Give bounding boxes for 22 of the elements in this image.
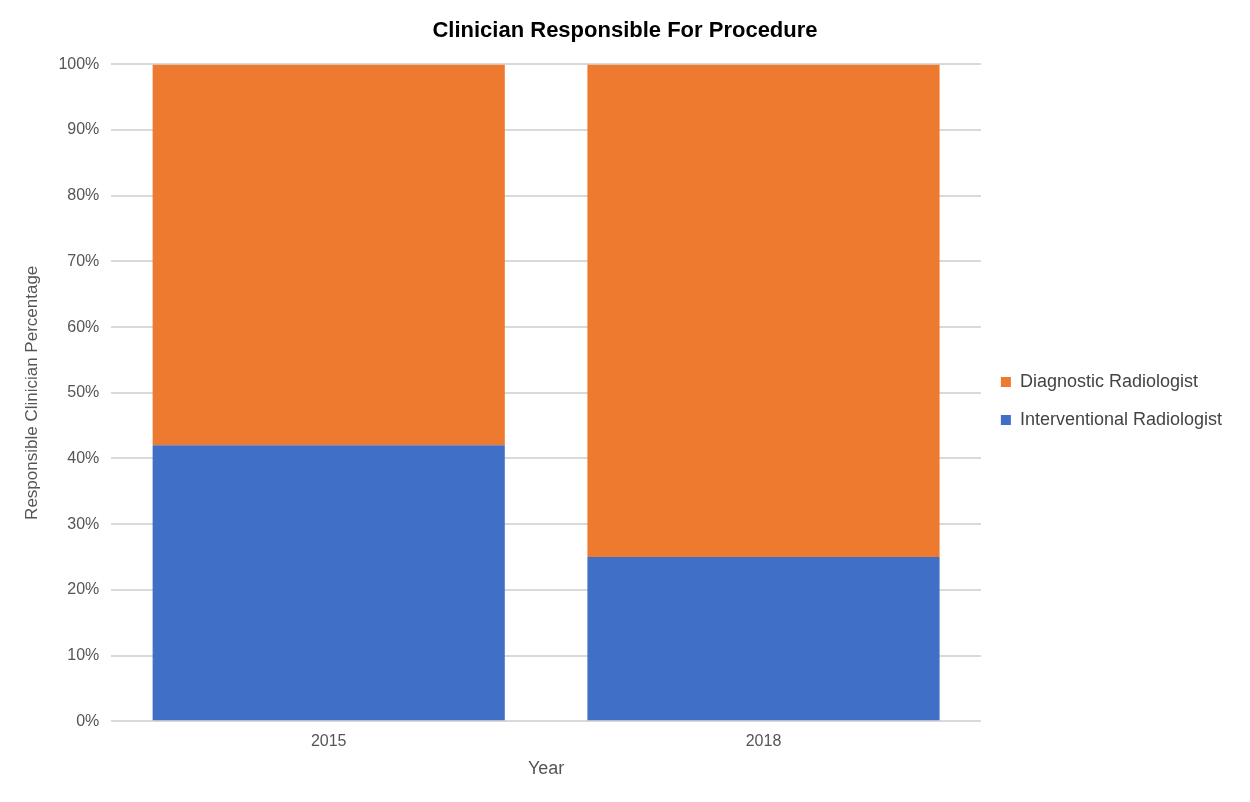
x-axis-title: Year <box>527 758 565 779</box>
y-tick-label: 50% <box>67 383 100 401</box>
y-tick-label: 20% <box>67 580 100 598</box>
y-axis-title: Responsible Clinician Percentage <box>21 265 41 520</box>
y-tick-label: 100% <box>58 54 100 72</box>
x-tick-label: 2018 <box>745 732 782 750</box>
bar <box>152 445 505 721</box>
y-tick-label: 60% <box>67 317 100 335</box>
bar <box>587 557 940 721</box>
y-tick-label: 70% <box>67 251 100 269</box>
y-tick-label: 10% <box>67 645 100 663</box>
y-tick-label: 40% <box>67 448 100 466</box>
y-tick-label: 90% <box>67 120 100 138</box>
legend-label: Diagnostic Radiologist <box>1019 370 1198 391</box>
y-tick-label: 80% <box>67 186 100 204</box>
x-tick-label: 2015 <box>310 732 347 750</box>
bar <box>587 64 940 557</box>
bar <box>152 64 505 446</box>
y-tick-label: 30% <box>67 514 100 532</box>
y-tick-label: 0% <box>76 711 100 729</box>
legend-label: Interventional Radiologist <box>1019 408 1222 429</box>
chart-title: Clinician Responsible For Procedure <box>432 17 818 43</box>
